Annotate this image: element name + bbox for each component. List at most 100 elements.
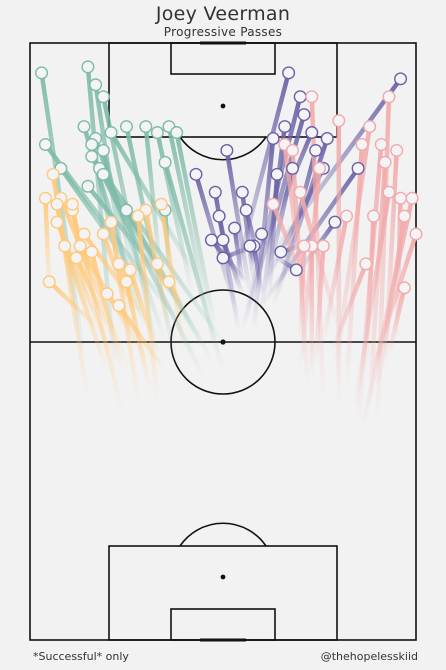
pass-line-pink-12: [386, 285, 407, 356]
pass-line-pink-13: [363, 213, 376, 374]
pass-end-marker-orange-19: [69, 251, 83, 265]
pass-end-marker-pink-8: [382, 185, 396, 199]
pass-end-marker-orange-9: [104, 215, 118, 229]
pass-end-marker-orange-17: [162, 275, 176, 289]
top-penalty-arc: [179, 136, 267, 161]
pass-end-marker-purple-22: [289, 263, 303, 277]
pass-line-teal-22: [89, 154, 230, 350]
pass-end-marker-orange-0: [38, 191, 52, 205]
bottom-penalty-arc: [179, 522, 267, 547]
pass-line-pink-21: [297, 190, 342, 332]
pass-end-marker-orange-5: [50, 215, 64, 229]
pass-line-purple-18: [259, 166, 361, 308]
pass-end-marker-teal-6: [119, 120, 133, 134]
pass-end-marker-pink-13: [367, 209, 381, 223]
pass-end-marker-pink-19: [285, 143, 299, 157]
pass-end-marker-purple-21: [320, 132, 334, 146]
pass-line-pink-23: [297, 243, 307, 344]
pass-end-marker-purple-8: [235, 185, 249, 199]
pass-end-marker-teal-1: [81, 60, 95, 74]
pass-end-marker-purple-15: [285, 161, 299, 175]
pass-end-marker-teal-10: [81, 179, 95, 193]
pass-line-orange-23: [62, 243, 110, 374]
pass-end-marker-purple-7: [189, 167, 203, 181]
footnote-successful-only: *Successful* only: [33, 650, 129, 663]
pass-end-marker-orange-6: [42, 275, 56, 289]
pass-line-purple-13: [232, 225, 245, 285]
pass-end-markers: [35, 60, 423, 313]
pass-end-marker-teal-11: [96, 167, 110, 181]
pass-line-pink-10: [367, 231, 419, 380]
pass-end-marker-purple-28: [255, 227, 269, 241]
pass-line-orange-14: [101, 231, 133, 314]
pass-end-marker-purple-18: [351, 161, 365, 175]
pass-end-marker-orange-21: [112, 257, 126, 271]
pass-end-marker-pink-11: [394, 191, 408, 205]
pass-end-marker-pink-10: [409, 227, 423, 241]
pass-end-marker-purple-16: [270, 167, 284, 181]
pass-end-marker-teal-14: [150, 126, 164, 140]
author-handle: @thehopelesskiid: [320, 650, 418, 663]
pass-line-purple-27: [267, 76, 403, 261]
pass-end-marker-orange-11: [123, 263, 137, 277]
pass-end-marker-pink-22: [382, 90, 396, 104]
pass-end-marker-purple-6: [208, 185, 222, 199]
pass-end-marker-teal-0: [35, 66, 49, 80]
pass-line-teal-16: [174, 130, 218, 332]
pass-end-marker-orange-15: [100, 287, 114, 301]
pass-end-marker-teal-12: [119, 203, 133, 217]
pass-end-marker-teal-7: [38, 137, 52, 151]
pass-end-marker-orange-7: [77, 227, 91, 241]
pass-end-marker-orange-20: [154, 197, 168, 211]
pass-end-marker-teal-2: [89, 78, 103, 92]
pass-end-marker-pink-4: [374, 137, 388, 151]
pass-end-marker-orange-23: [58, 239, 72, 253]
pass-end-marker-pink-21: [293, 185, 307, 199]
pass-line-pink-20: [321, 213, 349, 344]
pass-end-marker-orange-18: [119, 275, 133, 289]
pass-line-pink-22: [375, 94, 392, 428]
pass-end-marker-purple-13: [228, 221, 242, 235]
pass-end-marker-teal-3: [96, 90, 110, 104]
bottom-six-yard-box: [170, 608, 276, 641]
bottom-penalty-spot: [220, 574, 226, 580]
pass-end-marker-pink-5: [390, 143, 404, 157]
pass-end-marker-pink-17: [313, 161, 327, 175]
pass-end-marker-orange-4: [73, 239, 87, 253]
pass-end-marker-pink-20: [340, 209, 354, 223]
pass-end-marker-teal-21: [139, 120, 153, 134]
pass-end-marker-pink-7: [405, 191, 419, 205]
pass-line-pink-6: [367, 160, 388, 404]
top-six-yard-box: [170, 42, 276, 75]
pass-end-marker-orange-8: [50, 197, 64, 211]
pass-end-marker-purple-4: [278, 120, 292, 134]
pass-end-marker-purple-2: [266, 132, 280, 146]
pass-end-marker-purple-10: [216, 233, 230, 247]
pass-line-pink-24: [270, 201, 318, 314]
pass-end-marker-purple-1: [293, 90, 307, 104]
pass-end-marker-pink-18: [316, 239, 330, 253]
pass-end-marker-teal-17: [96, 143, 110, 157]
pass-line-orange-22: [89, 249, 125, 374]
pass-end-marker-teal-22: [85, 149, 99, 163]
pass-end-marker-orange-14: [96, 227, 110, 241]
pass-line-orange-3: [58, 195, 133, 374]
pass-end-marker-pink-23: [297, 239, 311, 253]
pass-end-marker-purple-9: [239, 203, 253, 217]
pass-end-marker-pink-0: [305, 90, 319, 104]
pass-end-marker-purple-12: [204, 233, 218, 247]
bottom-penalty-box: [108, 545, 338, 641]
pass-end-marker-purple-19: [328, 215, 342, 229]
pass-end-marker-purple-11: [212, 209, 226, 223]
pass-end-marker-pink-14: [359, 257, 373, 271]
pass-end-marker-orange-22: [85, 245, 99, 259]
pass-end-marker-pink-2: [355, 137, 369, 151]
pass-end-marker-purple-23: [216, 251, 230, 265]
pass-end-marker-teal-16: [170, 126, 184, 140]
pass-end-marker-teal-20: [104, 126, 118, 140]
pass-end-marker-teal-13: [158, 155, 172, 169]
pass-end-marker-pink-1: [332, 114, 346, 128]
pass-line-orange-18: [124, 279, 152, 392]
pass-line-teal-17: [101, 148, 137, 273]
